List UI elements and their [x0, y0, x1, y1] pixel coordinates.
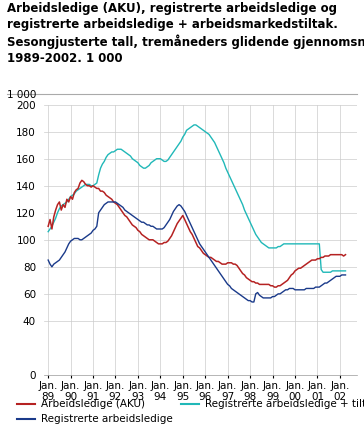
- Text: 1 000: 1 000: [7, 90, 37, 100]
- Legend: Arbeidsledige (AKU), Registrerte arbeidsledige, Registrerte arbeidsledige + tilt: Arbeidsledige (AKU), Registrerte arbeids…: [12, 395, 364, 429]
- Text: Arbeidsledige (AKU), registrerte arbeidsledige og
registrerte arbeidsledige + ar: Arbeidsledige (AKU), registrerte arbeids…: [7, 2, 364, 65]
